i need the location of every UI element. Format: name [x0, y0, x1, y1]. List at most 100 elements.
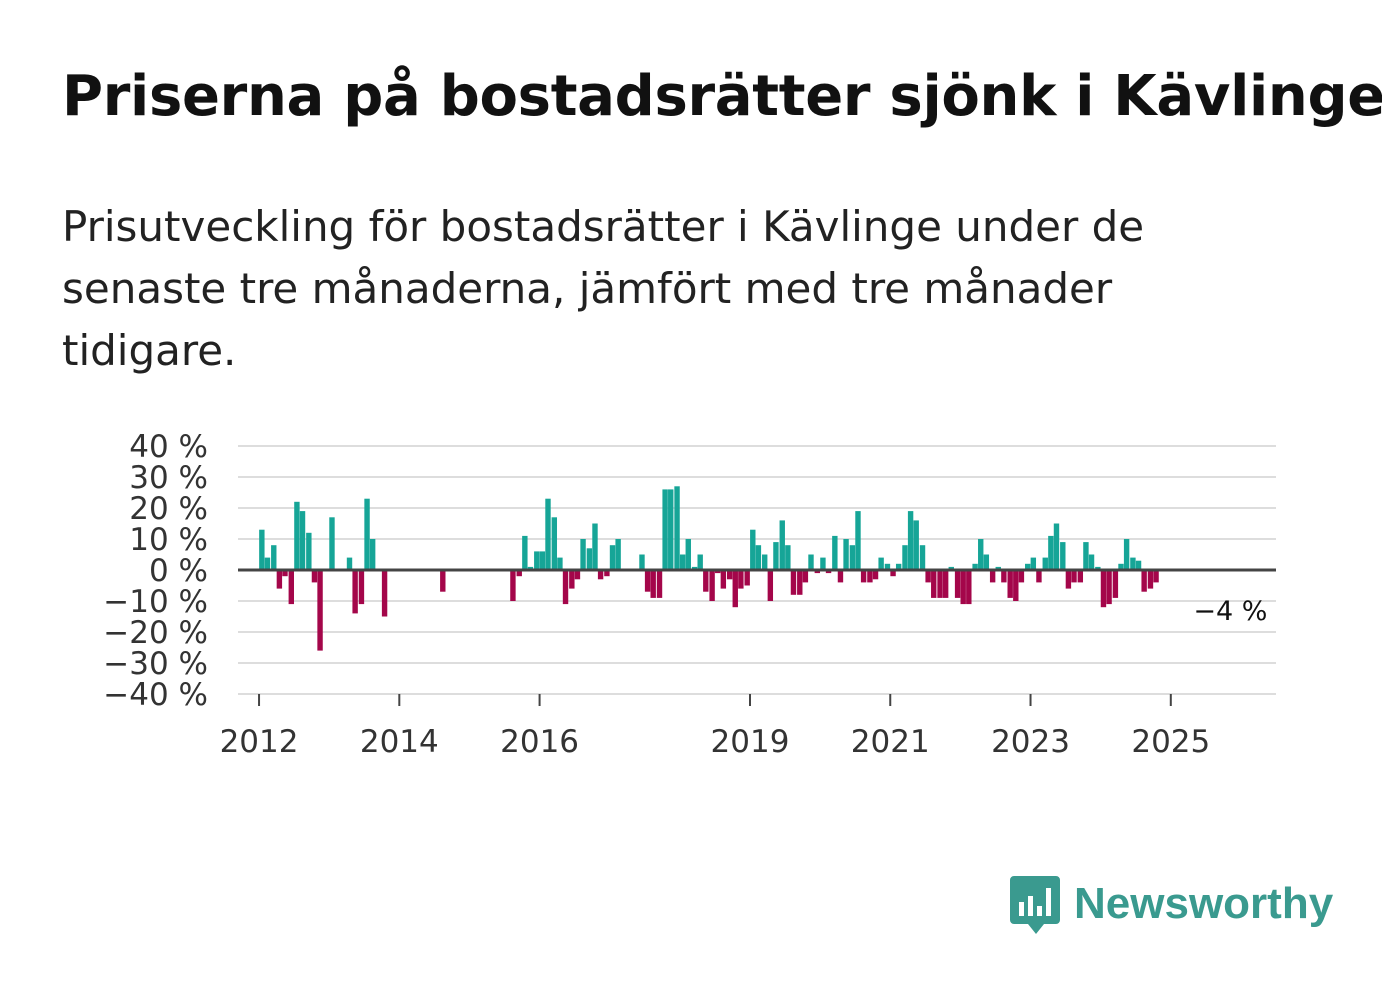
bar: [369, 539, 376, 570]
bar: [937, 570, 943, 598]
x-tick-label: 2019: [711, 724, 790, 760]
bar: [1135, 560, 1142, 570]
x-tick-label: 2023: [991, 724, 1070, 760]
x-tick-label: 2016: [500, 724, 579, 760]
bar: [294, 501, 300, 570]
bar: [1048, 535, 1054, 570]
bar: [358, 570, 365, 605]
bar: [609, 545, 616, 570]
bar: [890, 570, 896, 577]
bar: [750, 529, 756, 570]
bar: [867, 570, 873, 583]
bar: [615, 539, 621, 570]
bar: [440, 570, 446, 592]
bar: [685, 539, 691, 570]
bar: [534, 551, 540, 570]
bar: [1106, 570, 1112, 605]
bar: [299, 511, 306, 570]
bar: [954, 570, 961, 598]
bar: [1071, 570, 1077, 583]
bar: [832, 535, 838, 570]
y-tick-label: −10 %: [103, 584, 208, 620]
bar: [820, 557, 826, 570]
bar: [1060, 542, 1066, 570]
bar: [744, 570, 750, 586]
bar: [919, 545, 926, 570]
y-tick-label: 40 %: [129, 429, 208, 465]
bar: [966, 570, 972, 605]
bar: [1147, 570, 1154, 589]
bar: [662, 489, 668, 570]
bar: [814, 570, 821, 574]
bar: [271, 545, 277, 570]
bar: [691, 566, 698, 570]
bar: [276, 570, 283, 589]
bar: [948, 566, 954, 570]
bar: [346, 557, 353, 570]
bar: [545, 498, 551, 570]
y-tick-label: 30 %: [129, 460, 208, 496]
bar: [860, 570, 867, 583]
bar: [1053, 523, 1060, 570]
brand-logo: Newsworthy: [1010, 876, 1333, 940]
bar: [592, 523, 598, 570]
x-tick-label: 2025: [1131, 724, 1210, 760]
bar: [995, 566, 1001, 570]
bar: [604, 570, 610, 577]
y-tick-label: 0 %: [149, 553, 208, 589]
bar: [989, 570, 996, 583]
bar: [364, 498, 370, 570]
bar: [884, 563, 891, 570]
bar: [925, 570, 931, 583]
bar: [855, 511, 861, 570]
x-tick-label: 2014: [360, 724, 439, 760]
tick-labels: 40 %30 %20 %10 %0 %−10 %−20 %−30 %−40 % 2…: [103, 429, 1267, 760]
bar: [942, 570, 949, 598]
bar: [1095, 566, 1101, 570]
chart-title: Priserna på bostadsrätter sjönk i Kävlin…: [62, 64, 1382, 129]
bar: [306, 532, 312, 570]
bar: [668, 489, 674, 570]
bar: [264, 557, 271, 570]
bar: [527, 566, 534, 570]
bar: [569, 570, 575, 589]
bar: [1130, 557, 1136, 570]
x-tick-label: 2021: [851, 724, 930, 760]
y-tick-label: −30 %: [103, 646, 208, 682]
bar: [644, 570, 651, 592]
bar: [972, 563, 978, 570]
bar: [1141, 570, 1147, 592]
bar-chart: 40 %30 %20 %10 %0 %−10 %−20 %−30 %−40 % 2…: [103, 429, 1276, 760]
bar: [1100, 570, 1107, 608]
bar: [1036, 570, 1042, 583]
bar: [895, 563, 902, 570]
y-tick-label: −20 %: [103, 615, 208, 651]
bar: [510, 570, 516, 601]
bar: [762, 554, 768, 570]
bar: [785, 545, 791, 570]
bar: [978, 539, 984, 570]
bar: [808, 554, 814, 570]
bar: [779, 520, 785, 570]
bar: [802, 570, 809, 583]
bar: [825, 570, 832, 574]
y-tick-label: 20 %: [129, 491, 208, 527]
bar: [983, 554, 990, 570]
bar: [516, 570, 522, 577]
bar: [960, 570, 966, 605]
bar: [282, 570, 288, 577]
bar: [557, 557, 563, 570]
bar: [1042, 557, 1048, 570]
bar: [597, 570, 604, 580]
bar: [790, 570, 797, 595]
bar: [551, 517, 558, 570]
bar: [878, 557, 884, 570]
bar: [773, 542, 779, 570]
bar: [650, 570, 656, 598]
bar: [720, 570, 727, 589]
bar: [767, 570, 774, 601]
bar: [732, 570, 738, 608]
bar: [574, 570, 581, 580]
bar: [381, 570, 388, 617]
bar: [562, 570, 569, 605]
